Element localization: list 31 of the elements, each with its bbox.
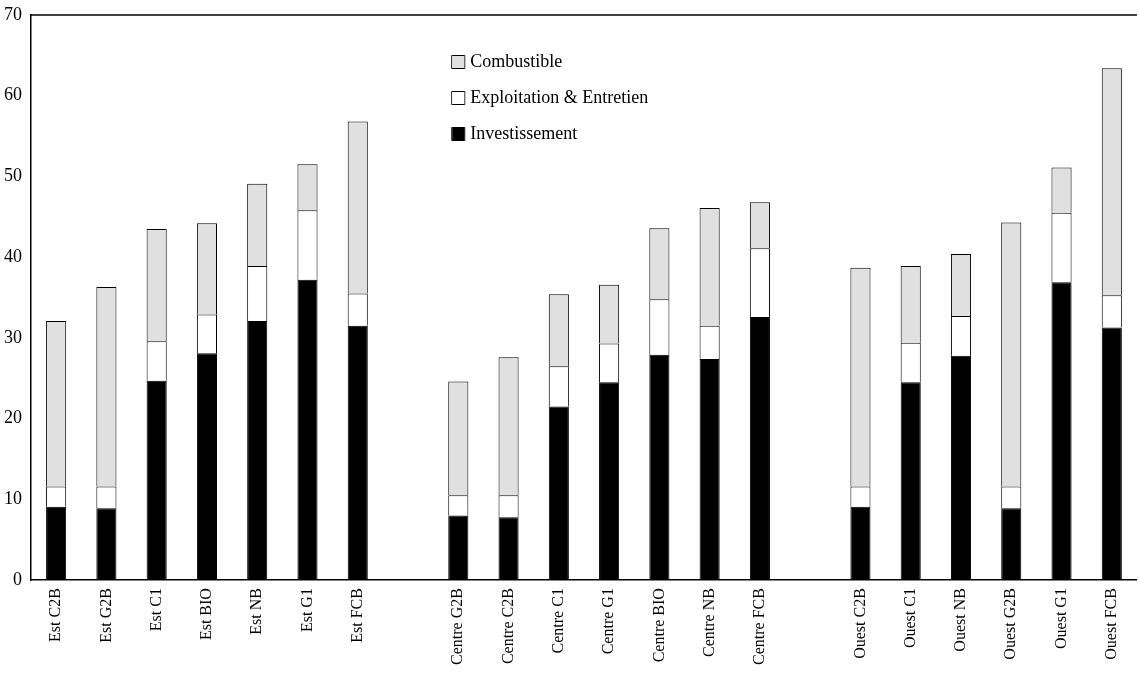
y-tick-label: 0	[13, 568, 22, 589]
y-tick-label: 40	[4, 245, 22, 266]
y-tick-label: 20	[4, 407, 22, 428]
legend-label: Investissement	[470, 122, 578, 143]
x-tick-label: Est G2B	[96, 588, 114, 643]
y-tick-label: 30	[4, 326, 22, 347]
x-tick-label: Centre FCB	[750, 588, 768, 665]
x-tick-label: Est NB	[247, 588, 265, 635]
x-tick-label: Est G1	[297, 588, 315, 633]
y-tick-label: 60	[4, 84, 22, 105]
x-tick-label: Ouest C1	[900, 588, 918, 649]
x-tick-label: Ouest FCB	[1102, 588, 1119, 660]
x-tick-label: Ouest NB	[951, 588, 969, 652]
x-tick-label: Centre G2B	[448, 588, 466, 665]
x-tick-label: Centre C1	[549, 588, 567, 654]
legend-label: Exploitation & Entretien	[470, 86, 649, 107]
legend-label: Combustible	[470, 50, 563, 71]
x-tick-label: Est C2B	[46, 588, 64, 642]
y-tick-label: 10	[4, 488, 22, 509]
x-tick-label: Centre NB	[699, 588, 717, 657]
y-tick-label: 50	[4, 165, 22, 186]
x-tick-label: Centre G1	[599, 588, 617, 655]
x-tick-label: Ouest G2B	[1001, 588, 1019, 660]
y-tick-label: 70	[4, 3, 22, 24]
x-tick-label: Centre BIO	[649, 588, 667, 663]
x-tick-label: Centre C2B	[498, 588, 516, 665]
x-tick-label: Ouest C2B	[850, 588, 868, 659]
x-tick-label: Ouest G1	[1051, 588, 1069, 649]
x-tick-label: Est FCB	[347, 588, 365, 643]
x-tick-label: Est C1	[146, 588, 164, 632]
x-tick-label: Est BIO	[197, 588, 215, 641]
